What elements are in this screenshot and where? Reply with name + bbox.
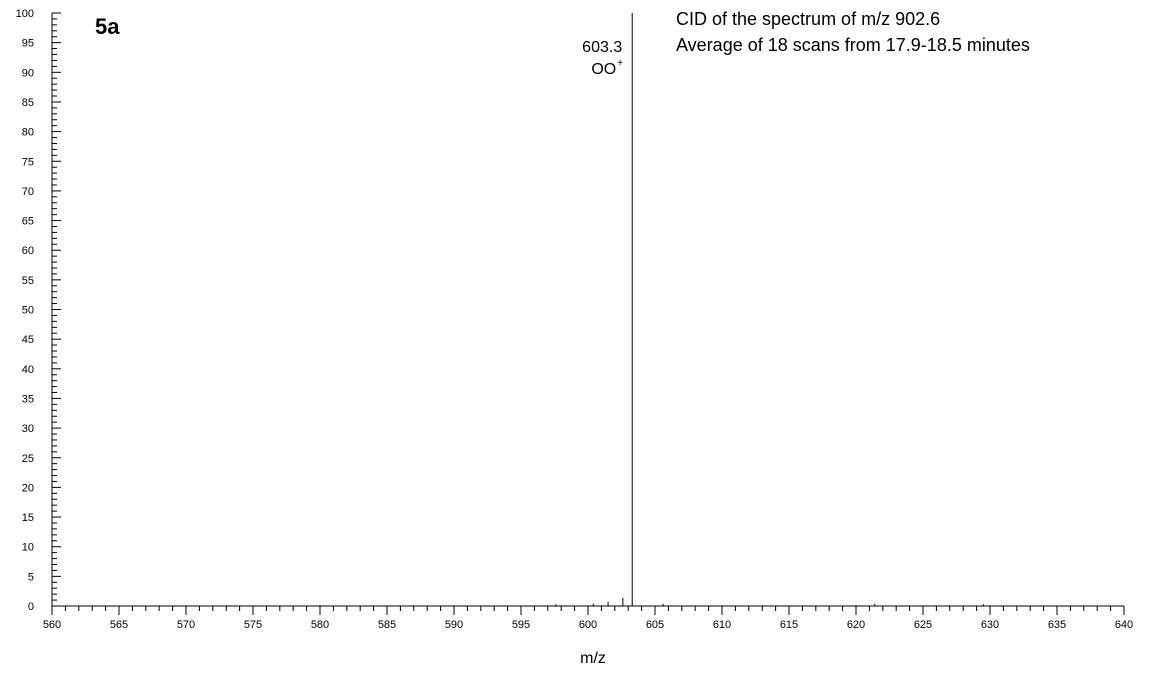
x-axis: 560 565 570 575 580 585 590 595 600 605 610 615 620 6… bbox=[43, 605, 1133, 631]
y-tick-label: 65 bbox=[22, 216, 34, 228]
y-tick-label: 10 bbox=[22, 542, 34, 554]
y-tick-label: 85 bbox=[22, 97, 34, 109]
y-tick-label: 70 bbox=[22, 186, 34, 198]
y-tick-label: 0 bbox=[28, 601, 34, 613]
panel-label: 5a bbox=[95, 14, 120, 39]
x-tick-label: 600 bbox=[579, 619, 597, 631]
y-tick-label: 60 bbox=[22, 245, 34, 257]
peak-label-ion-charge: + bbox=[617, 58, 623, 69]
x-tick-label: 605 bbox=[646, 619, 664, 631]
x-tick-label: 635 bbox=[1048, 619, 1066, 631]
x-tick-label: 575 bbox=[244, 619, 262, 631]
y-tick-label: 30 bbox=[22, 423, 34, 435]
x-tick-label: 610 bbox=[713, 619, 731, 631]
x-tick-label: 570 bbox=[177, 619, 195, 631]
y-tick-label: 15 bbox=[22, 512, 34, 524]
x-tick-label: 590 bbox=[445, 619, 463, 631]
peaks bbox=[555, 13, 984, 606]
x-tick-label: 625 bbox=[914, 619, 932, 631]
chart-title: CID of the spectrum of m/z 902.6 bbox=[676, 9, 940, 29]
y-tick-label: 20 bbox=[22, 482, 34, 494]
y-tick-label: 100 bbox=[16, 8, 34, 20]
x-tick-label: 580 bbox=[311, 619, 329, 631]
x-tick-label: 630 bbox=[981, 619, 999, 631]
x-tick-label: 585 bbox=[378, 619, 396, 631]
y-tick-label: 75 bbox=[22, 156, 34, 168]
x-tick-label: 565 bbox=[110, 619, 128, 631]
chart-subtitle: Average of 18 scans from 17.9-18.5 minut… bbox=[676, 35, 1030, 55]
x-tick-label: 595 bbox=[512, 619, 530, 631]
x-axis-title: m/z bbox=[580, 650, 606, 667]
y-tick-label: 50 bbox=[22, 305, 34, 317]
peak-label-ion: OO bbox=[591, 61, 616, 78]
y-tick-label: 90 bbox=[22, 67, 34, 79]
peak-annotations: 603.3 OO + bbox=[582, 39, 623, 78]
x-tick-label: 620 bbox=[847, 619, 865, 631]
peak-label-mz: 603.3 bbox=[582, 39, 622, 56]
y-tick-label: 45 bbox=[22, 334, 34, 346]
x-tick-label: 615 bbox=[780, 619, 798, 631]
x-tick-label: 560 bbox=[43, 619, 61, 631]
y-tick-label: 40 bbox=[22, 364, 34, 376]
y-tick-label: 5 bbox=[28, 571, 34, 583]
y-tick-label: 80 bbox=[22, 127, 34, 139]
y-tick-label: 35 bbox=[22, 393, 34, 405]
y-tick-label: 25 bbox=[22, 453, 34, 465]
x-tick-label: 640 bbox=[1115, 619, 1133, 631]
y-axis: 0 5 10 15 20 25 30 35 40 45 50 55 60 65 70 75 80 85 90 95 10… bbox=[16, 8, 61, 613]
y-tick-label: 95 bbox=[22, 38, 34, 50]
y-tick-label: 55 bbox=[22, 275, 34, 287]
